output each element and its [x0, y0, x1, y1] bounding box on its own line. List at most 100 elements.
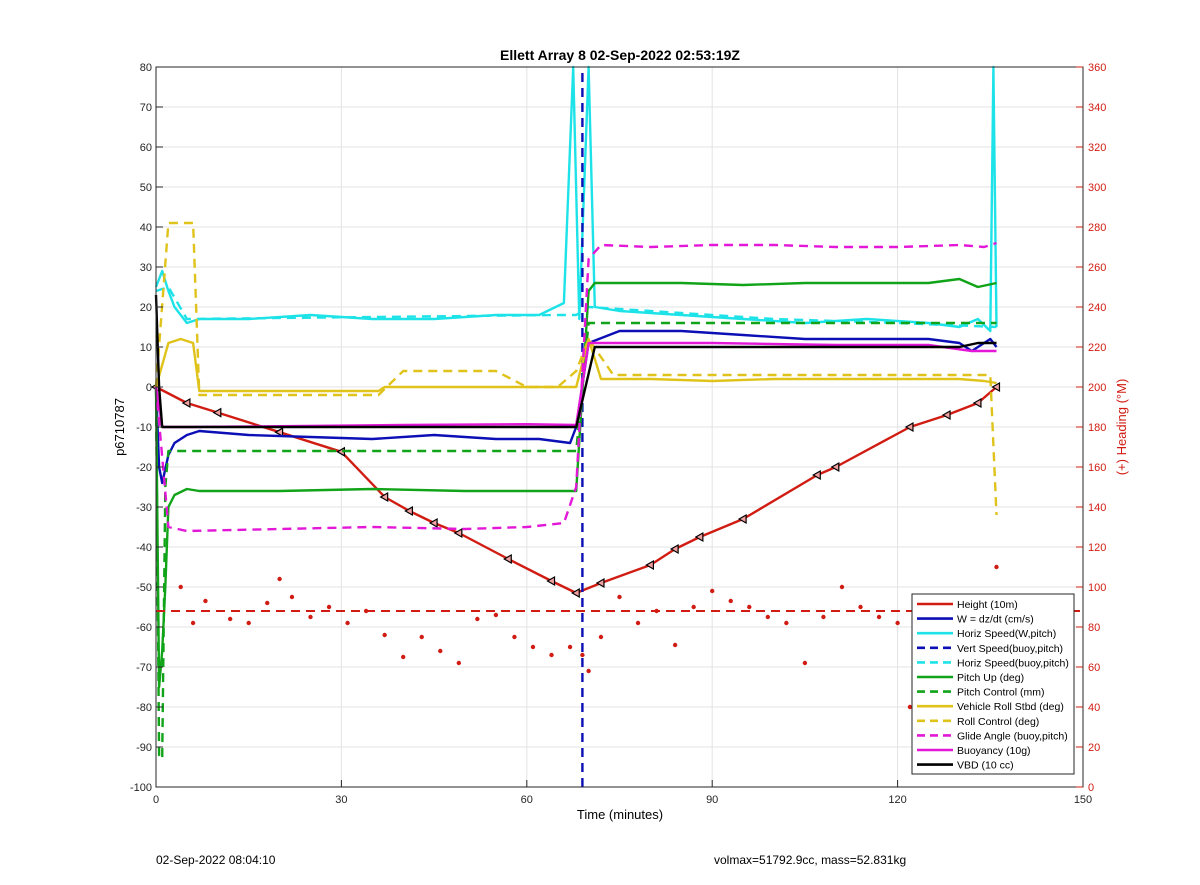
- height-marker: [181, 397, 191, 409]
- y2-tick-label: 200: [1088, 382, 1106, 394]
- legend-label: Roll Control (deg): [957, 716, 1039, 728]
- heading-point: [728, 598, 733, 604]
- heading-point: [598, 634, 604, 640]
- legend-label: W = dz/dt (cm/s): [957, 614, 1034, 626]
- series-line-8: [154, 221, 998, 516]
- series-line-5: [154, 277, 997, 689]
- heading-point: [419, 634, 424, 640]
- heading-point: [401, 654, 406, 660]
- heading-point: [227, 616, 233, 622]
- heading-point: [308, 614, 313, 620]
- axes-layer: 0 30 60 90 120 150-100-90-80-70-60-50-40-30-2…: [130, 62, 1106, 806]
- height-marker: [453, 527, 463, 539]
- height-marker: [428, 517, 438, 529]
- heading-point: [530, 644, 536, 650]
- heading-point: [567, 644, 573, 650]
- heading-point: [203, 598, 208, 604]
- x-tick-label: 60: [521, 794, 533, 806]
- y2-tick-label: 220: [1088, 342, 1106, 354]
- height-marker: [830, 461, 840, 473]
- legend-label: Pitch Control (mm): [957, 687, 1045, 699]
- y-tick-label: -100: [130, 782, 152, 794]
- heading-point: [876, 614, 882, 620]
- legend-box: [911, 593, 1075, 775]
- height-marker: [404, 505, 413, 517]
- y-tick-label: -60: [136, 622, 152, 634]
- y-axis-label: p6710787: [112, 398, 127, 456]
- series-line-1: [154, 329, 998, 485]
- x-tick-label: 30: [335, 794, 347, 806]
- heading-point: [549, 652, 554, 658]
- y-tick-label: -50: [136, 582, 152, 594]
- legend-label: Vert Speed(buoy,pitch): [957, 643, 1063, 655]
- y-tick-label: 20: [140, 302, 152, 314]
- y2-tick-label: 120: [1088, 542, 1106, 554]
- y-tick-label: -20: [136, 462, 152, 474]
- y-tick-label: -70: [136, 662, 152, 674]
- legend-label: Horiz Speed(buoy,pitch): [957, 657, 1069, 669]
- heading-point: [289, 594, 295, 600]
- heading-point: [178, 584, 183, 590]
- series-line-4: [155, 285, 997, 329]
- y-tick-label: 80: [140, 62, 152, 74]
- series-line-9: [154, 241, 997, 533]
- y2-tick-label: 0: [1088, 782, 1094, 794]
- y-tick-label: -90: [136, 742, 152, 754]
- series-layer: [150, 65, 1001, 787]
- heading-point: [190, 620, 196, 626]
- heading-point: [654, 608, 659, 614]
- y-tick-label: 30: [140, 262, 152, 274]
- series-line-6: [154, 321, 997, 761]
- height-marker: [645, 559, 655, 571]
- footer-summary: volmax=51792.9cc, mass=52.831kg: [714, 853, 907, 867]
- heading-point: [765, 614, 771, 620]
- y2-tick-label: 320: [1088, 142, 1106, 154]
- legend: Height (10m) W = dz/dt (cm/s) Horiz Speed(…: [911, 593, 1075, 775]
- legend-label: Vehicle Roll Stbd (deg): [957, 701, 1064, 713]
- heading-point: [994, 564, 999, 570]
- y-tick-label: -30: [136, 502, 152, 514]
- height-marker: [972, 397, 982, 409]
- heading-point: [345, 620, 350, 626]
- heading-point: [617, 594, 622, 600]
- height-marker: [595, 577, 605, 589]
- y-tick-label: 40: [140, 222, 152, 234]
- heading-point: [363, 608, 369, 614]
- series-line-2: [154, 65, 998, 333]
- y2-tick-label: 180: [1088, 422, 1106, 434]
- y2-tick-label: 260: [1088, 262, 1106, 274]
- y-tick-label: -80: [136, 702, 152, 714]
- heading-point: [438, 648, 443, 654]
- heading-point: [895, 620, 900, 626]
- y2-tick-label: 140: [1088, 502, 1106, 514]
- heading-point: [784, 620, 789, 626]
- chart-title: Ellett Array 8 02-Sep-2022 02:53:19Z: [500, 47, 740, 63]
- x-tick-label: 150: [1074, 794, 1092, 806]
- y2-tick-label: 360: [1088, 62, 1106, 74]
- height-marker: [503, 553, 512, 565]
- heading-point: [382, 632, 387, 638]
- y2-tick-label: 300: [1088, 182, 1106, 194]
- heading-point: [710, 588, 715, 594]
- heading-point: [265, 600, 270, 606]
- y-tick-label: 50: [140, 182, 152, 194]
- y2-axis-label: (+) Heading (°M): [1114, 379, 1129, 476]
- y2-tick-label: 20: [1088, 742, 1100, 754]
- legend-label: VBD (10 cc): [957, 760, 1014, 772]
- height-marker: [694, 531, 704, 543]
- legend-label: Height (10m): [957, 599, 1018, 611]
- height-marker: [212, 407, 222, 418]
- heading-point: [802, 660, 808, 666]
- height-marker: [904, 421, 914, 433]
- y-tick-label: 10: [140, 342, 152, 354]
- y-tick-label: -10: [136, 422, 152, 434]
- y2-tick-label: 160: [1088, 462, 1106, 474]
- legend-label: Horiz Speed(W,pitch): [957, 628, 1056, 640]
- height-marker: [274, 427, 284, 438]
- heading-point: [475, 616, 480, 622]
- y2-tick-label: 240: [1088, 302, 1106, 314]
- height-marker: [737, 513, 747, 525]
- y-tick-label: 60: [140, 142, 152, 154]
- heading-point: [326, 604, 332, 610]
- y2-tick-label: 80: [1088, 622, 1100, 634]
